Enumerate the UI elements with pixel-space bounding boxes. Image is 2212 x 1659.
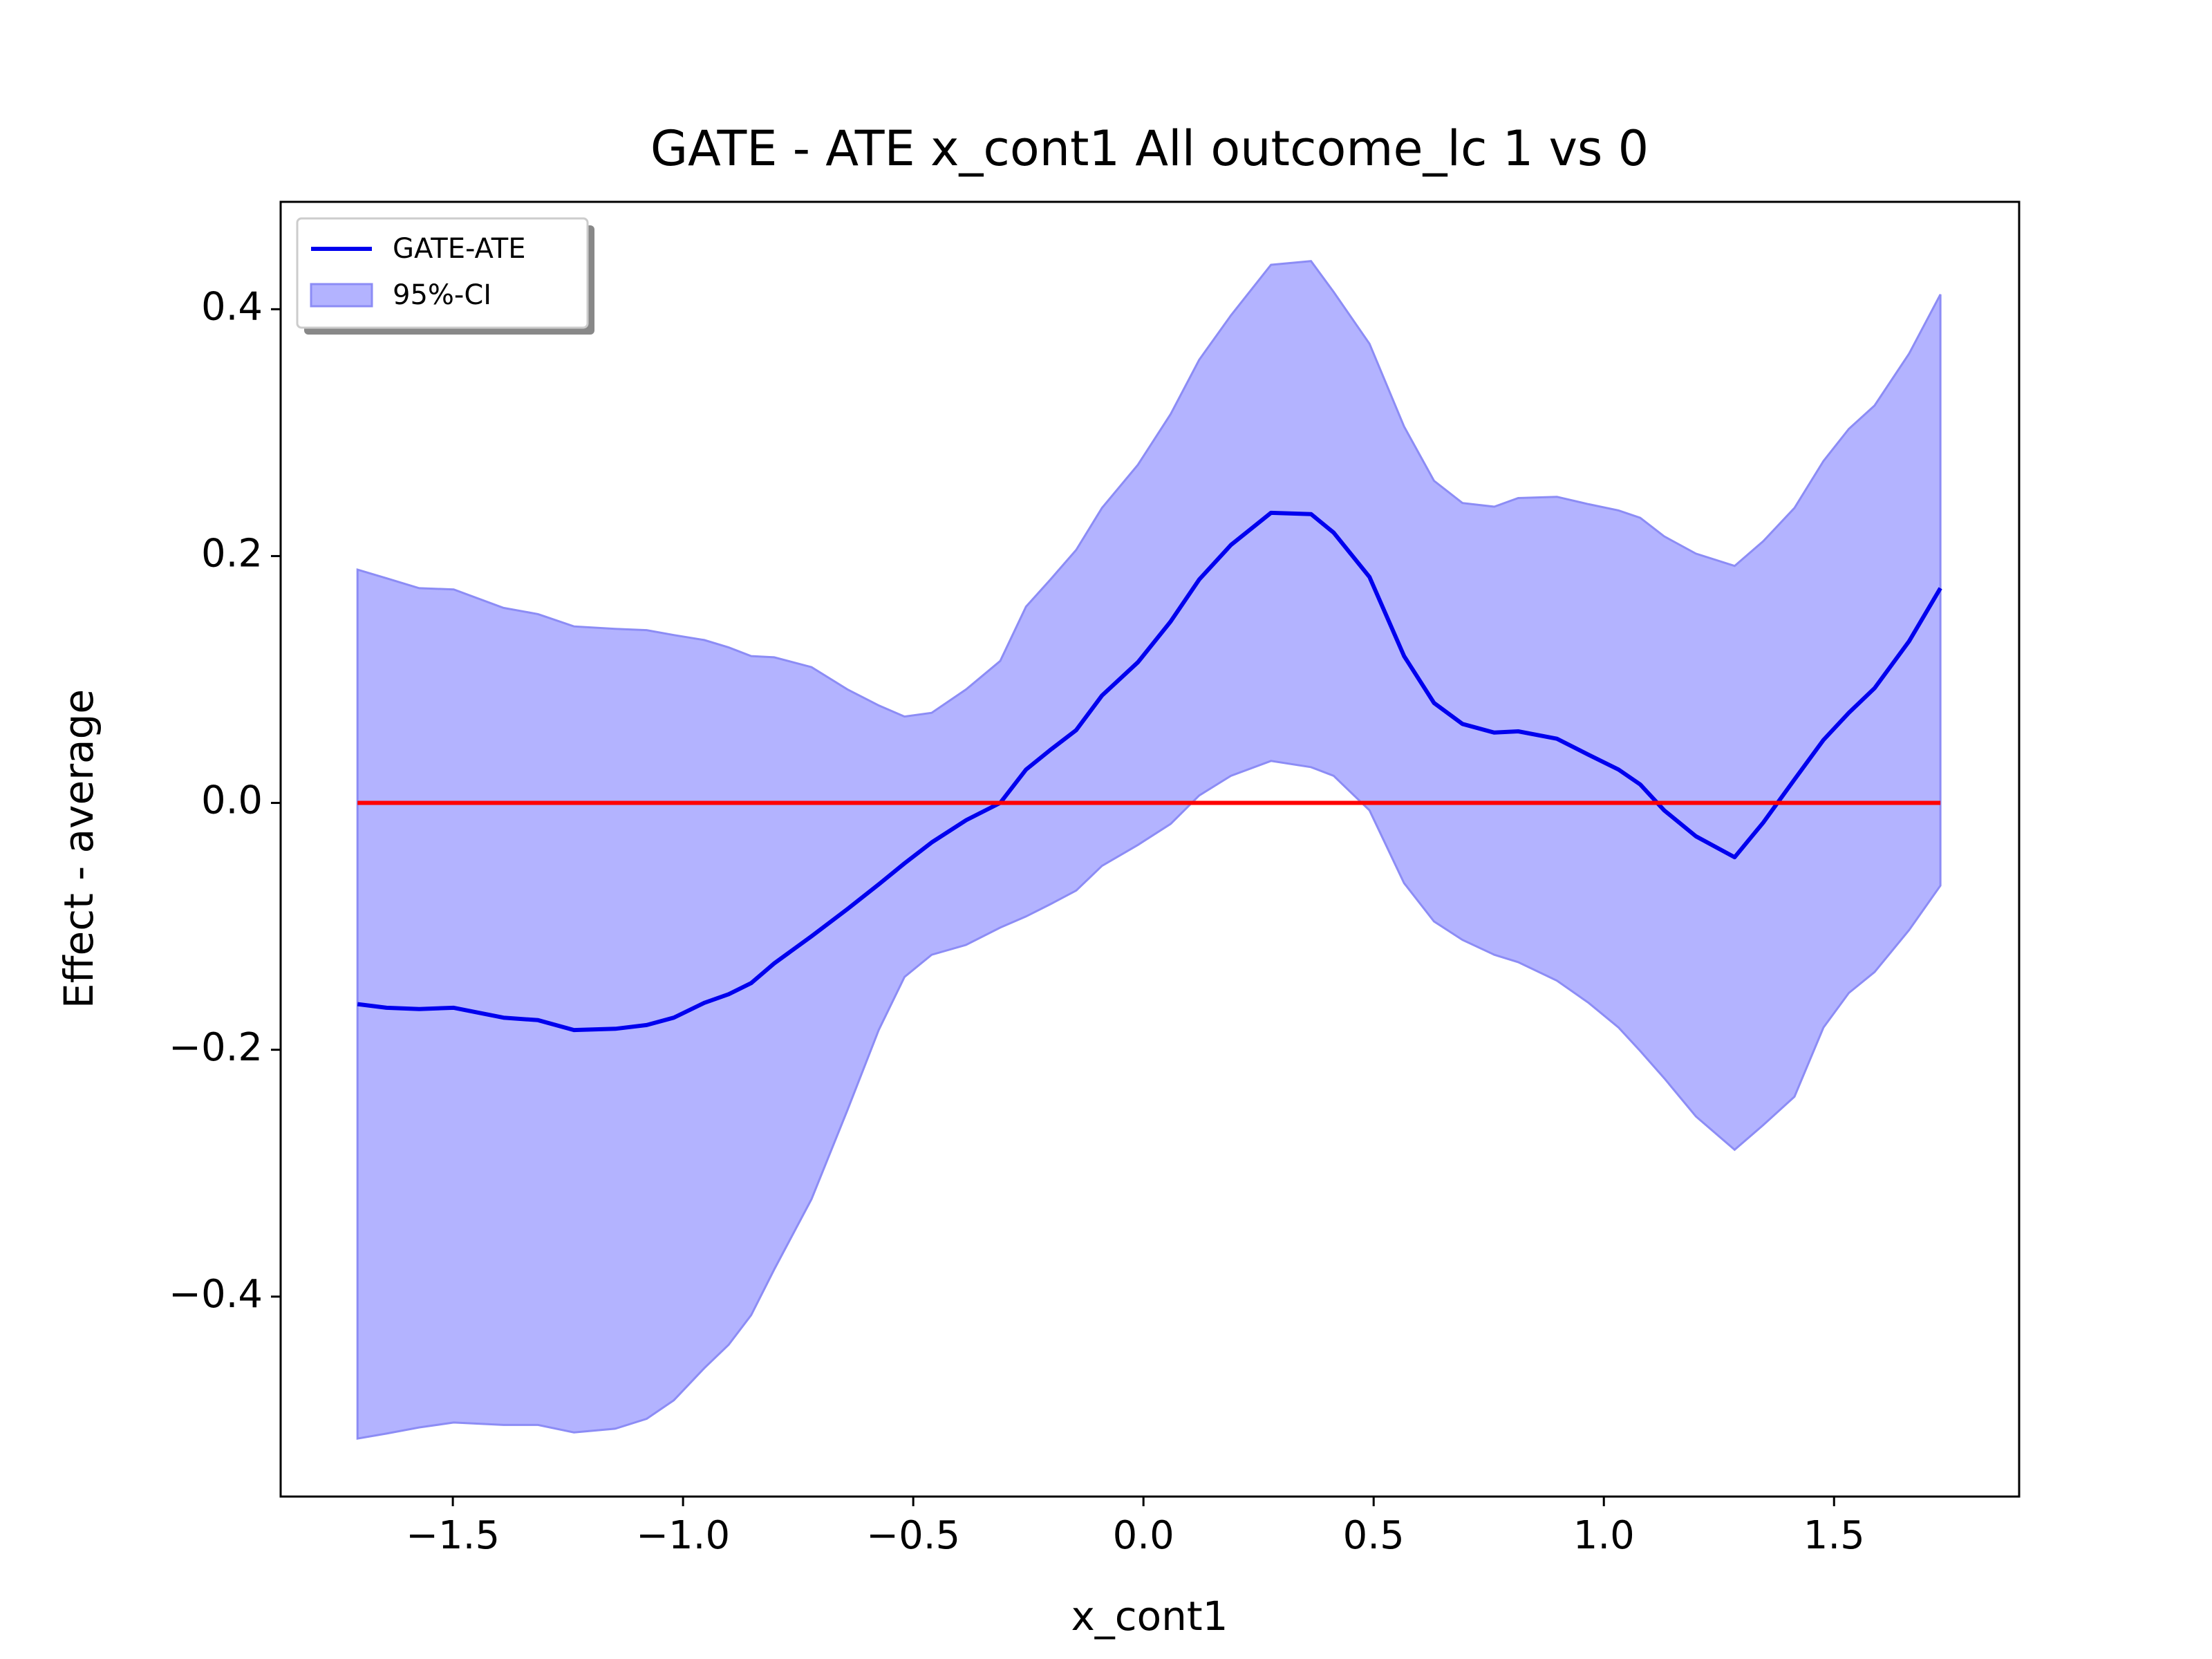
y-tick-label: −0.2 — [169, 1025, 263, 1070]
legend-label: GATE-ATE — [393, 233, 525, 265]
y-tick-label: 0.2 — [201, 532, 263, 577]
plot-frame — [279, 200, 2021, 1498]
x-tick-label: −0.5 — [866, 1513, 960, 1558]
x-tick-label: 0.0 — [1113, 1513, 1174, 1558]
legend-band-swatch — [310, 283, 373, 308]
y-tick-label: 0.4 — [201, 284, 263, 329]
chart-title: GATE - ATE x_cont1 All outcome_lc 1 vs 0 — [650, 120, 1649, 177]
ci-band — [356, 260, 1942, 1440]
x-tick-label: 1.5 — [1803, 1513, 1865, 1558]
y-tick-label: 0.0 — [201, 778, 263, 823]
x-tick-label: 0.5 — [1343, 1513, 1405, 1558]
x-tick-label: 1.0 — [1573, 1513, 1635, 1558]
legend-label: 95%-CI — [393, 279, 491, 311]
y-tick-label: −0.4 — [169, 1272, 263, 1317]
x-tick-label: −1.5 — [406, 1513, 500, 1558]
y-axis-label: Effect - average — [55, 689, 102, 1009]
x-tick-label: −1.0 — [636, 1513, 730, 1558]
gate-ate-line — [357, 510, 1942, 1033]
x-axis-label: x_cont1 — [1071, 1593, 1228, 1640]
legend: GATE-ATE 95%-CI — [296, 217, 594, 335]
